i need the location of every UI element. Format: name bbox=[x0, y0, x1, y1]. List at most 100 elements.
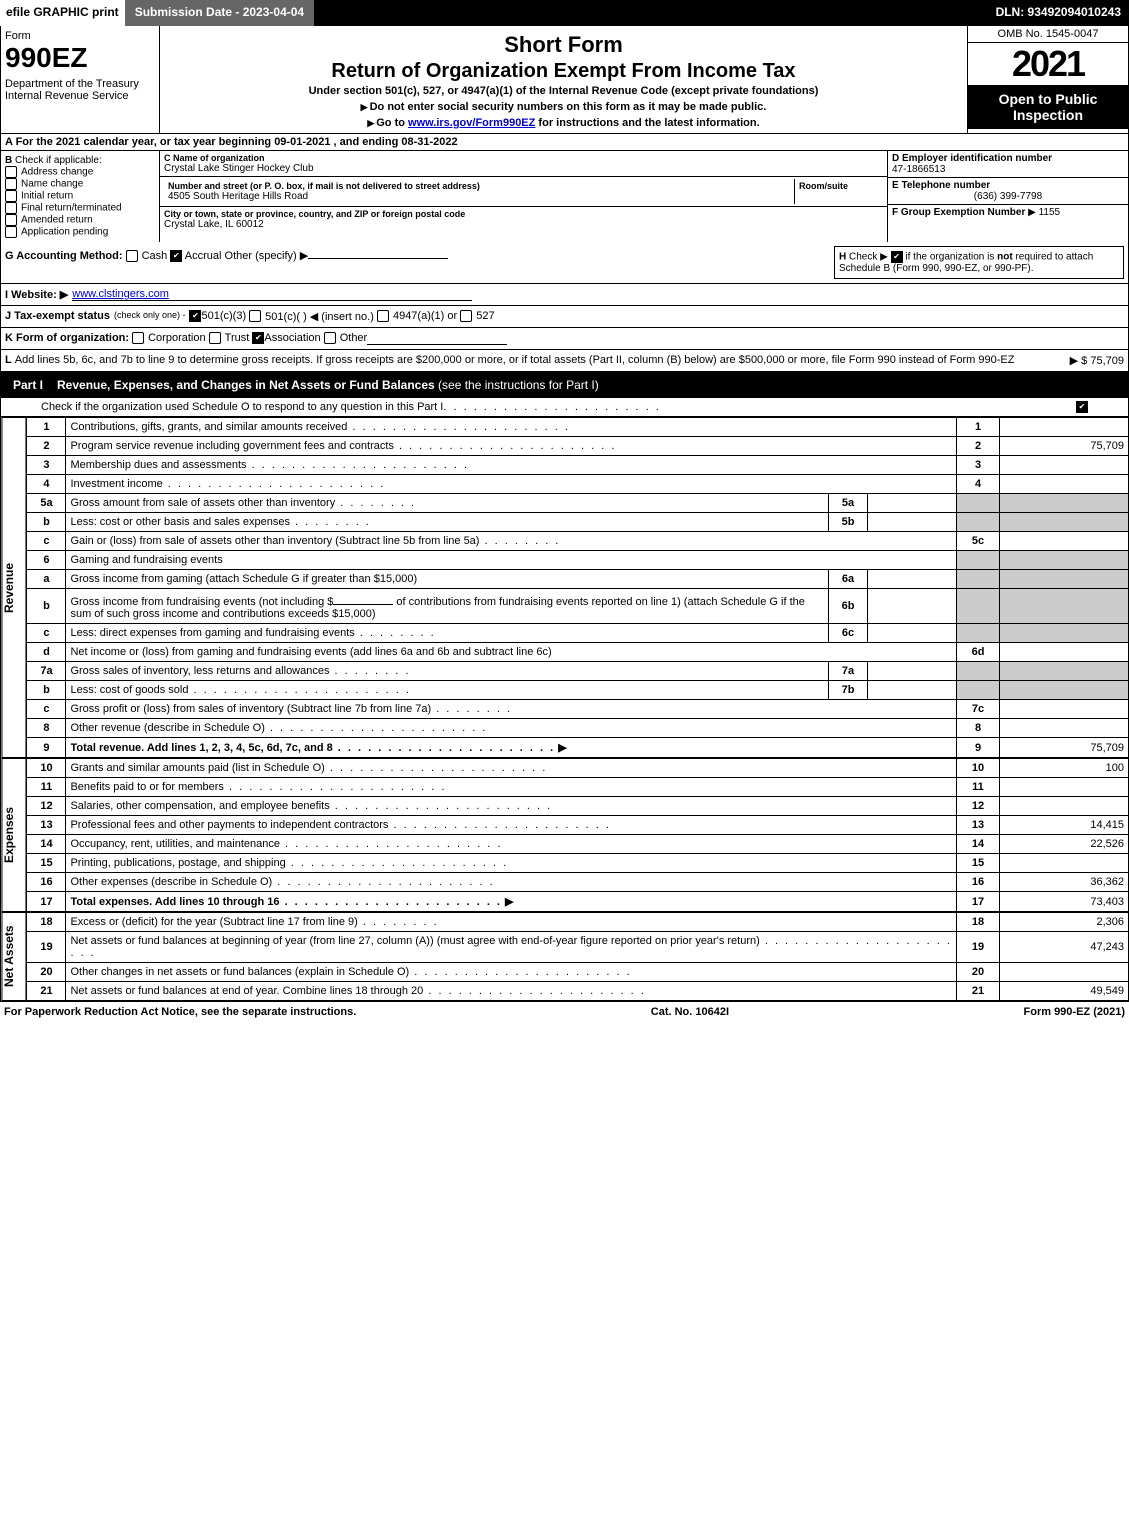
checkbox-trust[interactable] bbox=[209, 332, 221, 344]
line-1: 1Contributions, gifts, grants, and simil… bbox=[27, 418, 1129, 437]
other-org-field[interactable] bbox=[367, 332, 507, 345]
part1-check-text: Check if the organization used Schedule … bbox=[41, 401, 443, 413]
ssn-notice: Do not enter social security numbers on … bbox=[168, 101, 959, 113]
501c3-label: 501(c)(3) bbox=[201, 310, 246, 322]
initial-return-label: Initial return bbox=[21, 191, 73, 202]
line-6d: dNet income or (loss) from gaming and fu… bbox=[27, 643, 1129, 662]
line-18: 18Excess or (deficit) for the year (Subt… bbox=[27, 913, 1129, 932]
street-box: Number and street (or P. O. box, if mail… bbox=[160, 177, 887, 207]
top-bar: efile GRAPHIC print Submission Date - 20… bbox=[0, 0, 1129, 24]
expenses-table: 10Grants and similar amounts paid (list … bbox=[26, 758, 1129, 912]
line-6: 6Gaming and fundraising events bbox=[27, 551, 1129, 570]
corp-label: Corporation bbox=[148, 332, 205, 344]
phone-value: (636) 399-7798 bbox=[892, 191, 1124, 202]
checkbox-4947[interactable] bbox=[377, 310, 389, 322]
part1-check-row: Check if the organization used Schedule … bbox=[0, 398, 1129, 417]
under-section: Under section 501(c), 527, or 4947(a)(1)… bbox=[168, 85, 959, 97]
header-right: OMB No. 1545-0047 2021 Open to Public In… bbox=[967, 26, 1128, 133]
line-9: 9Total revenue. Add lines 1, 2, 3, 4, 5c… bbox=[27, 738, 1129, 758]
expenses-section: Expenses 10Grants and similar amounts pa… bbox=[0, 758, 1129, 912]
4947-label: 4947(a)(1) or bbox=[393, 310, 457, 322]
netassets-section: Net Assets 18Excess or (deficit) for the… bbox=[0, 912, 1129, 1001]
section-bcd: B Check if applicable: Address change Na… bbox=[0, 151, 1129, 242]
irs-link[interactable]: www.irs.gov/Form990EZ bbox=[408, 117, 535, 129]
checkbox-name-change[interactable] bbox=[5, 178, 17, 190]
city-label: City or town, state or province, country… bbox=[164, 209, 883, 219]
checkbox-corp[interactable] bbox=[132, 332, 144, 344]
dots bbox=[443, 401, 660, 413]
assoc-label: Association bbox=[264, 332, 320, 344]
final-return-label: Final return/terminated bbox=[21, 203, 122, 214]
tax-year: 2021 bbox=[968, 43, 1128, 85]
line-5c: cGain or (loss) from sale of assets othe… bbox=[27, 532, 1129, 551]
checkbox-assoc[interactable]: ✔ bbox=[252, 332, 264, 344]
city-box: City or town, state or province, country… bbox=[160, 207, 887, 232]
checkbox-final-return[interactable] bbox=[5, 202, 17, 214]
line-6b: bGross income from fundraising events (n… bbox=[27, 589, 1129, 624]
checkbox-initial-return[interactable] bbox=[5, 190, 17, 202]
checkbox-h[interactable]: ✔ bbox=[891, 251, 903, 263]
section-b: B Check if applicable: Address change Na… bbox=[1, 151, 160, 242]
org-name-label: C Name of organization bbox=[164, 153, 883, 163]
page-footer: For Paperwork Reduction Act Notice, see … bbox=[0, 1001, 1129, 1022]
line-8: 8Other revenue (describe in Schedule O)8 bbox=[27, 719, 1129, 738]
checkbox-other-org[interactable] bbox=[324, 332, 336, 344]
line-20: 20Other changes in net assets or fund ba… bbox=[27, 963, 1129, 982]
b-label: B bbox=[5, 155, 12, 166]
l-text: Add lines 5b, 6c, and 7b to line 9 to de… bbox=[15, 354, 1015, 366]
other-label: Other (specify) ▶ bbox=[225, 250, 309, 262]
line-15: 15Printing, publications, postage, and s… bbox=[27, 854, 1129, 873]
checkbox-501c3[interactable]: ✔ bbox=[189, 310, 201, 322]
phone-cell: E Telephone number (636) 399-7798 bbox=[888, 178, 1128, 205]
section-k: K Form of organization: Corporation Trus… bbox=[0, 328, 1129, 350]
header-center: Short Form Return of Organization Exempt… bbox=[160, 26, 967, 133]
line-3: 3Membership dues and assessments3 bbox=[27, 456, 1129, 475]
website-link[interactable]: www.clstingers.com bbox=[72, 288, 472, 301]
line-7b: bLess: cost of goods sold7b bbox=[27, 681, 1129, 700]
g-label: G Accounting Method: bbox=[5, 250, 123, 262]
j-note: (check only one) - bbox=[114, 310, 186, 320]
line-5a: 5aGross amount from sale of assets other… bbox=[27, 494, 1129, 513]
line-13: 13Professional fees and other payments t… bbox=[27, 816, 1129, 835]
k-label: K Form of organization: bbox=[5, 332, 129, 344]
return-title: Return of Organization Exempt From Incom… bbox=[168, 60, 959, 83]
suite-label: Room/suite bbox=[799, 181, 879, 191]
line-10: 10Grants and similar amounts paid (list … bbox=[27, 759, 1129, 778]
line-19: 19Net assets or fund balances at beginni… bbox=[27, 932, 1129, 963]
amended-return-label: Amended return bbox=[21, 215, 93, 226]
other-org-label: Other bbox=[340, 332, 368, 344]
6b-amount-field[interactable] bbox=[333, 592, 393, 605]
l-label: L bbox=[5, 354, 12, 366]
other-specify-field[interactable] bbox=[308, 246, 448, 259]
section-l: L Add lines 5b, 6c, and 7b to line 9 to … bbox=[0, 350, 1129, 372]
form-header: Form 990EZ Department of the Treasury In… bbox=[0, 24, 1129, 134]
section-h: H Check ▶ ✔ if the organization is not r… bbox=[834, 246, 1124, 279]
l-amount: ▶ $ 75,709 bbox=[1070, 354, 1124, 367]
checkbox-address-change[interactable] bbox=[5, 166, 17, 178]
checkbox-501c[interactable] bbox=[249, 310, 261, 322]
irs-text: Internal Revenue Service bbox=[5, 90, 129, 102]
open-to-public: Open to Public Inspection bbox=[968, 85, 1128, 129]
cash-label: Cash bbox=[142, 250, 168, 262]
checkbox-527[interactable] bbox=[460, 310, 472, 322]
org-name-box: C Name of organization Crystal Lake Stin… bbox=[160, 151, 887, 177]
section-g-h: G Accounting Method: Cash ✔ Accrual Othe… bbox=[0, 242, 1129, 284]
ein-value: 47-1866513 bbox=[892, 164, 1124, 175]
app-pending-label: Application pending bbox=[21, 227, 108, 238]
line-17: 17Total expenses. Add lines 10 through 1… bbox=[27, 892, 1129, 912]
checkbox-schedule-o[interactable]: ✔ bbox=[1076, 401, 1088, 413]
efile-label[interactable]: efile GRAPHIC print bbox=[0, 0, 125, 26]
omb-number: OMB No. 1545-0047 bbox=[968, 26, 1128, 43]
form-word: Form bbox=[5, 30, 155, 42]
checkbox-app-pending[interactable] bbox=[5, 226, 17, 238]
revenue-table: 1Contributions, gifts, grants, and simil… bbox=[26, 417, 1129, 758]
form-container: efile GRAPHIC print Submission Date - 20… bbox=[0, 0, 1129, 1022]
line-5b: bLess: cost or other basis and sales exp… bbox=[27, 513, 1129, 532]
checkbox-accrual[interactable]: ✔ bbox=[170, 250, 182, 262]
checkbox-amended-return[interactable] bbox=[5, 214, 17, 226]
checkbox-cash[interactable] bbox=[126, 250, 138, 262]
form-number: 990EZ bbox=[5, 42, 155, 74]
paperwork-notice: For Paperwork Reduction Act Notice, see … bbox=[4, 1006, 356, 1018]
line-16: 16Other expenses (describe in Schedule O… bbox=[27, 873, 1129, 892]
street-value: 4505 South Heritage Hills Road bbox=[168, 191, 790, 202]
